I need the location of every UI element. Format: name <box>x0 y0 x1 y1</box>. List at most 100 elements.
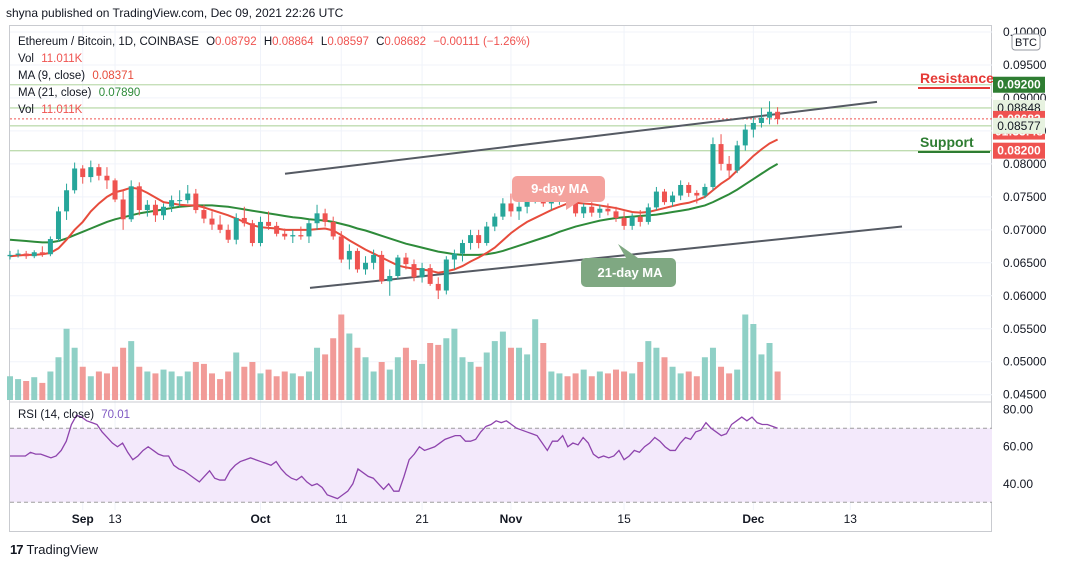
candle-body <box>653 191 659 208</box>
candle-body <box>23 253 29 257</box>
candle-body <box>290 235 296 237</box>
volume-bar <box>23 381 30 400</box>
candle-body <box>678 184 684 196</box>
x-tick-label: 13 <box>844 512 858 526</box>
candle-body <box>7 254 13 257</box>
legend-vol2-label: Vol <box>18 104 34 116</box>
candle-body <box>346 250 352 260</box>
candle-body <box>468 235 474 244</box>
volume-bar <box>217 379 224 400</box>
candle-body <box>710 144 716 187</box>
volume-bar <box>402 347 409 400</box>
candle-body <box>419 268 425 278</box>
candle-body <box>128 186 134 220</box>
candle-body <box>492 216 498 227</box>
candle-body <box>193 193 199 211</box>
candle-body <box>605 208 611 212</box>
candle-body <box>282 233 288 237</box>
volume-bar <box>742 314 749 400</box>
volume-bar <box>289 373 296 400</box>
candle-body <box>241 217 247 224</box>
price-badge-label: 0.08577 <box>997 119 1041 133</box>
x-tick-label: Oct <box>250 512 270 526</box>
candle-body <box>96 167 102 176</box>
volume-bar <box>63 328 70 400</box>
volume-bar <box>459 357 466 400</box>
volume-bar <box>144 371 151 400</box>
volume-bar <box>734 369 741 400</box>
volume-bar <box>273 376 280 400</box>
candle-body <box>31 252 37 257</box>
candle-body <box>104 175 110 181</box>
legend-vol2: 11.011K <box>41 104 83 116</box>
candle-body <box>314 213 320 224</box>
volume-bars <box>7 314 781 400</box>
volume-bar <box>184 371 191 400</box>
candle-body <box>15 253 21 255</box>
candle-body <box>363 262 369 270</box>
support-label: Support <box>920 134 974 150</box>
volume-bar <box>281 371 288 400</box>
candle-body <box>209 218 215 225</box>
candle-body <box>500 203 506 217</box>
volume-bar <box>362 357 369 400</box>
volume-bar <box>499 331 506 400</box>
ma21-callout-bg <box>581 244 676 287</box>
legend-c: 0.08682 <box>384 36 426 48</box>
candle-body <box>177 200 183 202</box>
volume-bar <box>330 338 337 400</box>
candle-body <box>217 224 223 230</box>
candle-body <box>72 168 78 191</box>
legend-volume: Vol 11.011K <box>18 53 82 65</box>
candle-body <box>161 206 167 216</box>
candle-body <box>597 208 603 213</box>
volume-bar <box>726 373 733 400</box>
volume-bar <box>47 371 54 400</box>
legend-vol: 11.011K <box>41 53 83 65</box>
candle-body <box>201 210 207 219</box>
rsi-band <box>10 428 992 503</box>
legend-c-label: C <box>376 36 385 48</box>
volume-bar <box>516 347 523 400</box>
volume-bar <box>297 376 304 400</box>
legend-o-label: O <box>206 36 216 48</box>
volume-bar <box>31 377 38 400</box>
currency-badge-label: BTC <box>1015 37 1037 49</box>
volume-bar <box>677 373 684 400</box>
candle-body <box>338 236 344 260</box>
resistance-label: Resistance <box>920 70 994 86</box>
volume-bar <box>346 333 353 400</box>
x-tick-label: Nov <box>500 512 523 526</box>
volume-bar <box>572 373 579 400</box>
candle-body <box>379 254 385 282</box>
volume-bar <box>669 366 676 400</box>
legend-symbol: Ethereum / Bitcoin, 1D, COINBASE <box>18 36 199 48</box>
rsi-tick-label: 80.00 <box>1003 403 1033 417</box>
candle-body <box>613 211 619 218</box>
volume-bar <box>596 371 603 400</box>
x-tick-label: 15 <box>617 512 631 526</box>
price-badge <box>993 76 1045 93</box>
volume-bar <box>55 357 62 400</box>
candle-body <box>274 225 280 234</box>
candle-body <box>144 204 150 211</box>
volume-bar <box>613 369 619 400</box>
legend-ma9-label: MA (9, close) <box>18 70 86 82</box>
candle-body <box>169 200 175 207</box>
volume-bar <box>685 371 692 400</box>
candle-body <box>371 254 377 263</box>
volume-bar <box>305 371 312 400</box>
candle-body <box>39 252 45 255</box>
candle-body <box>767 111 773 118</box>
price-badge-label: 0.08200 <box>997 144 1041 158</box>
volume-bar <box>774 371 781 400</box>
candle-body <box>581 206 587 214</box>
candle-body <box>476 235 482 244</box>
volume-bar <box>709 347 716 400</box>
x-tick-label: 21 <box>415 512 429 526</box>
volume-bar <box>750 324 757 400</box>
candle-body <box>524 198 530 207</box>
price-badge <box>993 117 1045 134</box>
support-channel-line <box>309 225 903 289</box>
